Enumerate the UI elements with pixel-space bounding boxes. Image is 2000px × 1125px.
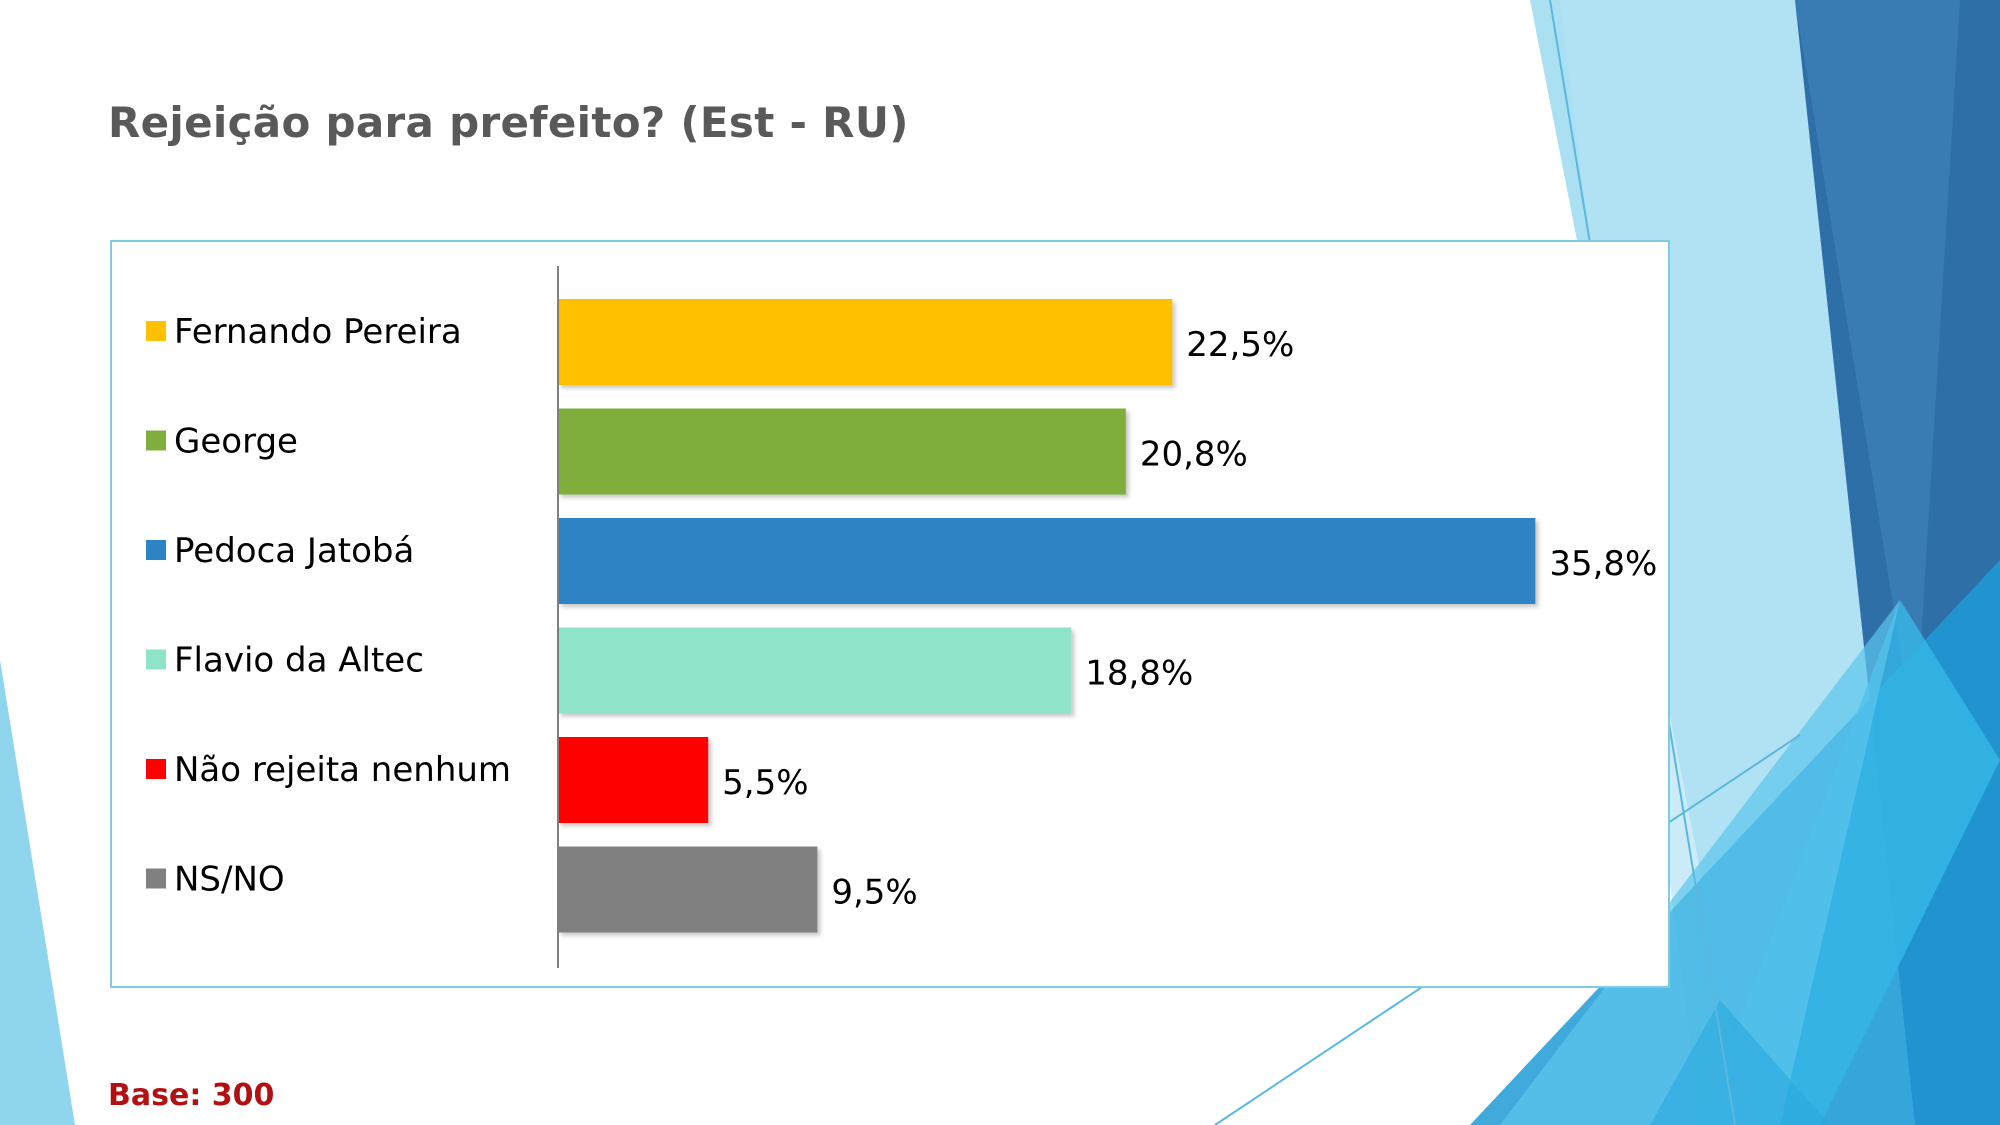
bar-ns-no — [558, 846, 818, 933]
legend-marker-nao-rejeita-nenhum — [146, 759, 166, 779]
legend-label-pedoca-jatoba: Pedoca Jatobá — [174, 531, 414, 571]
value-label-nao-rejeita-nenhum: 5,5% — [722, 763, 808, 803]
value-label-fernando-pereira: 22,5% — [1186, 325, 1294, 365]
bar-nao-rejeita-nenhum — [558, 737, 709, 823]
legend-marker-flavio-da-altec — [146, 649, 166, 670]
chart-frame: Fernando Pereira George Pedoca Jatobá Flavi… — [110, 240, 1670, 988]
bar-fernando-pereira — [558, 299, 1173, 385]
slide-title: Rejeição para prefeito? (Est - RU) — [108, 98, 909, 147]
bar-pedoca-jatoba — [558, 518, 1536, 604]
legend-label-george: George — [174, 422, 298, 462]
base-note: Base: 300 — [108, 1078, 275, 1113]
legend-label-fernando-pereira: Fernando Pereira — [174, 312, 462, 352]
value-label-pedoca-jatoba: 35,8% — [1549, 544, 1657, 584]
legend-marker-fernando-pereira — [146, 321, 166, 341]
bar-flavio-da-altec — [558, 627, 1072, 714]
legend-label-ns-no: NS/NO — [174, 860, 285, 900]
legend-marker-pedoca-jatoba — [146, 540, 166, 560]
legend-label-nao-rejeita-nenhum: Não rejeita nenhum — [174, 750, 511, 790]
legend-marker-ns-no — [146, 868, 166, 889]
value-label-flavio-da-altec: 18,8% — [1085, 654, 1193, 694]
bar-chart: Fernando Pereira George Pedoca Jatobá Flavi… — [146, 266, 1657, 968]
value-label-ns-no: 9,5% — [831, 873, 917, 913]
legend-marker-george — [146, 430, 166, 451]
bar-george — [558, 408, 1126, 495]
legend-label-flavio-da-altec: Flavio da Altec — [174, 641, 424, 681]
value-label-george: 20,8% — [1140, 435, 1248, 475]
